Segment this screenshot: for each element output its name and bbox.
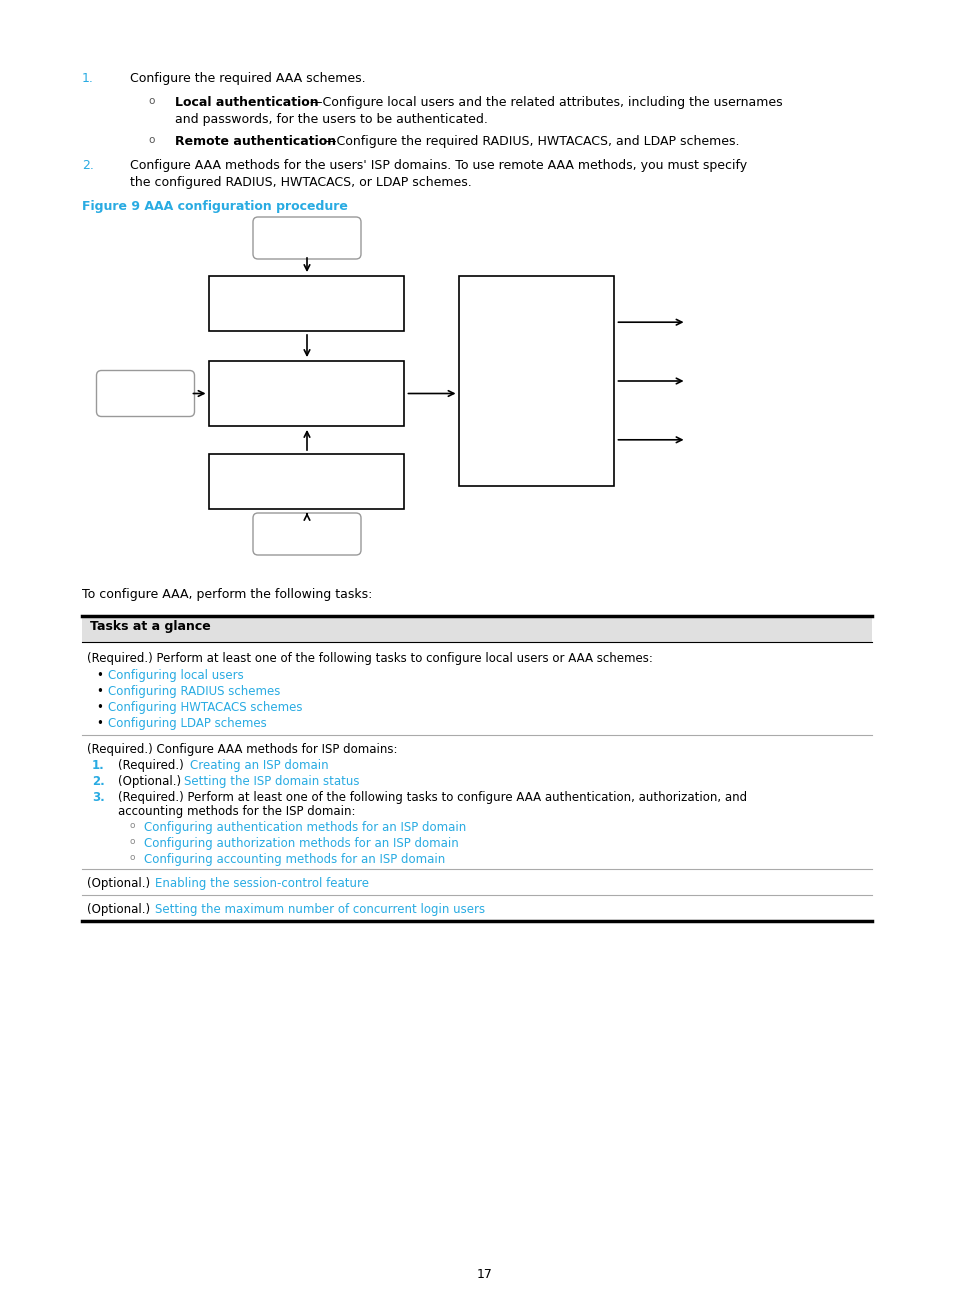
Text: Configure AAA methods for the users' ISP domains. To use remote AAA methods, you: Configure AAA methods for the users' ISP… [130,159,746,172]
Text: o: o [130,820,135,829]
Text: 3.: 3. [91,791,105,804]
Text: Remote authentication: Remote authentication [174,135,335,148]
Text: Tasks at a glance: Tasks at a glance [90,619,211,632]
Text: (Required.): (Required.) [118,759,188,772]
Text: 2.: 2. [82,159,93,172]
Text: Configuring RADIUS schemes: Configuring RADIUS schemes [108,686,280,699]
Text: o: o [148,135,154,145]
Text: 17: 17 [476,1267,493,1280]
Text: o: o [148,96,154,106]
Text: (Required.) Perform at least one of the following tasks to configure local users: (Required.) Perform at least one of the … [87,652,652,665]
Bar [459,276,614,486]
Text: 1.: 1. [82,73,93,86]
Text: 1.: 1. [91,759,105,772]
Text: (Required.) Configure AAA methods for ISP domains:: (Required.) Configure AAA methods for IS… [87,743,397,756]
Text: Figure 9 AAA configuration procedure: Figure 9 AAA configuration procedure [82,200,348,213]
Text: o: o [130,853,135,862]
Text: Enabling the session-control feature: Enabling the session-control feature [154,877,369,890]
FancyBboxPatch shape [253,216,360,259]
Text: Creating an ISP domain: Creating an ISP domain [190,759,328,772]
Text: (Optional.): (Optional.) [87,877,153,890]
Text: •: • [96,717,103,730]
Text: •: • [96,686,103,699]
Text: •: • [96,669,103,682]
Bar [210,362,404,426]
Text: (Optional.): (Optional.) [118,775,185,788]
Bar [82,616,871,642]
Text: Configuring authorization methods for an ISP domain: Configuring authorization methods for an… [144,837,458,850]
Text: o: o [130,837,135,846]
Text: Configuring LDAP schemes: Configuring LDAP schemes [108,717,267,730]
Bar [210,454,404,509]
Text: —Configure local users and the related attributes, including the usernames: —Configure local users and the related a… [310,96,781,109]
Text: the configured RADIUS, HWTACACS, or LDAP schemes.: the configured RADIUS, HWTACACS, or LDAP… [130,176,471,189]
Text: and passwords, for the users to be authenticated.: and passwords, for the users to be authe… [174,113,487,126]
Text: Configuring authentication methods for an ISP domain: Configuring authentication methods for a… [144,820,466,835]
Text: Configure the required AAA schemes.: Configure the required AAA schemes. [130,73,365,86]
Bar [210,276,404,330]
Text: Configuring accounting methods for an ISP domain: Configuring accounting methods for an IS… [144,853,445,866]
Text: accounting methods for the ISP domain:: accounting methods for the ISP domain: [118,805,355,818]
Text: •: • [96,701,103,714]
Text: To configure AAA, perform the following tasks:: To configure AAA, perform the following … [82,588,372,601]
Text: Setting the maximum number of concurrent login users: Setting the maximum number of concurrent… [154,903,485,916]
FancyBboxPatch shape [253,513,360,555]
Text: (Optional.): (Optional.) [87,903,153,916]
Text: Local authentication: Local authentication [174,96,318,109]
Text: 2.: 2. [91,775,105,788]
Text: —Configure the required RADIUS, HWTACACS, and LDAP schemes.: —Configure the required RADIUS, HWTACACS… [324,135,739,148]
Text: Configuring HWTACACS schemes: Configuring HWTACACS schemes [108,701,302,714]
Text: (Required.) Perform at least one of the following tasks to configure AAA authent: (Required.) Perform at least one of the … [118,791,746,804]
Text: Configuring local users: Configuring local users [108,669,244,682]
FancyBboxPatch shape [96,371,194,416]
Text: Setting the ISP domain status: Setting the ISP domain status [184,775,359,788]
